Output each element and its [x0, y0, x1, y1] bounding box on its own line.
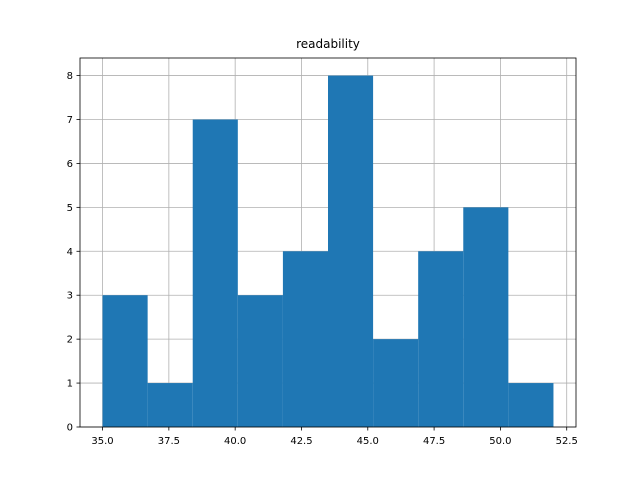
y-tick-label: 0: [67, 423, 73, 434]
y-tick-label: 2: [67, 335, 73, 346]
x-tick-label: 42.5: [290, 436, 312, 447]
x-axis: 35.0 37.5 40.0 42.5 45.0 47.5 50.0 52.5: [91, 427, 578, 447]
histogram-bar: [373, 339, 419, 427]
histogram-bar: [192, 119, 238, 427]
x-tick-label: 37.5: [158, 436, 180, 447]
y-tick-label: 5: [67, 203, 73, 214]
x-tick-label: 52.5: [556, 436, 578, 447]
y-tick-label: 3: [67, 291, 73, 302]
x-tick-label: 47.5: [423, 436, 445, 447]
histogram-bar: [328, 75, 374, 428]
y-tick-label: 7: [67, 115, 73, 126]
y-tick-label: 4: [67, 247, 73, 258]
bars: [102, 75, 554, 428]
histogram-bar: [418, 251, 464, 427]
histogram-bar: [282, 251, 328, 427]
y-axis: 0 1 2 3 4 5 6 7 8: [67, 71, 80, 434]
x-tick-label: 40.0: [224, 436, 246, 447]
x-tick-label: 50.0: [489, 436, 511, 447]
histogram-bar: [147, 383, 193, 427]
plot-frame: [79, 57, 577, 428]
y-tick-label: 1: [67, 379, 73, 390]
histogram-bar: [102, 295, 148, 427]
histogram-bar: [463, 207, 509, 427]
y-tick-label: 6: [67, 159, 73, 170]
x-tick-label: 45.0: [357, 436, 379, 447]
histogram-bar: [237, 295, 283, 427]
chart-title: readability: [296, 37, 360, 51]
histogram-bar: [508, 383, 554, 427]
y-tick-label: 8: [67, 71, 73, 82]
x-tick-label: 35.0: [91, 436, 113, 447]
